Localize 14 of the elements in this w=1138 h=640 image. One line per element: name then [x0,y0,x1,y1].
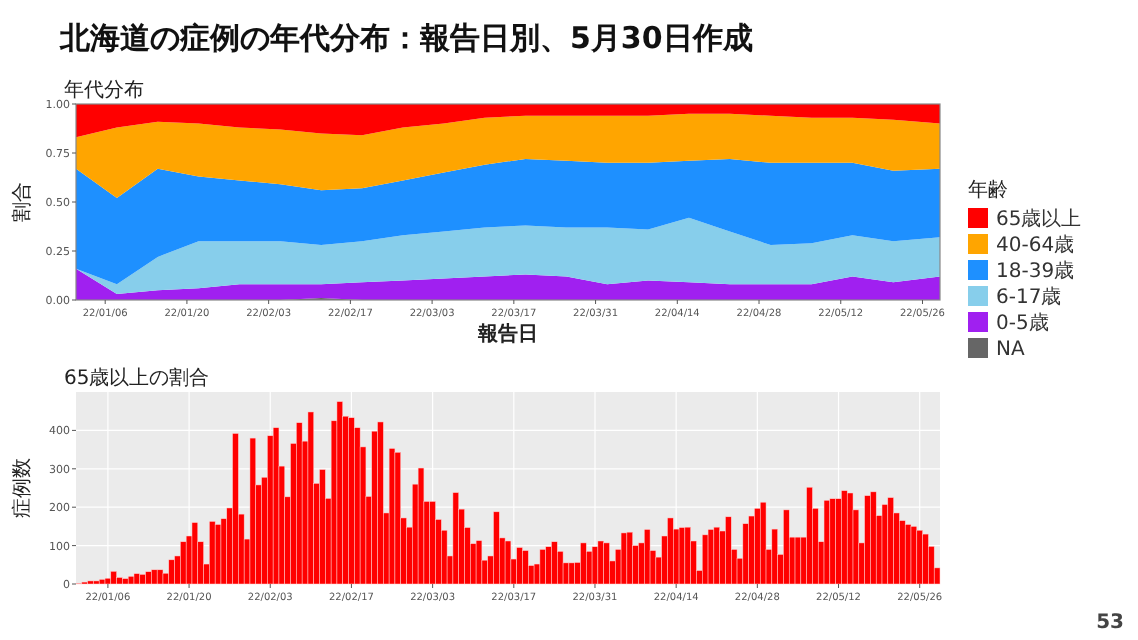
x-axis-title: 報告日 [476,322,538,346]
legend-label: 0-5歳 [996,311,1049,335]
chart-title: 65歳以上の割合 [64,366,210,390]
legend-label: 18-39歳 [996,259,1075,283]
chart-title: 北海道の症例の年代分布：報告日別、5月30日作成 [58,20,753,56]
legend-label: 65歳以上 [996,207,1082,231]
legend-label: NA [996,339,1025,361]
chart-subtitle: 年代分布 [64,78,144,102]
y-axis-title: 症例数 [10,458,34,518]
legend-label: 40-64歳 [996,233,1075,257]
text: 53 [1096,612,1125,634]
legend-title: 年齢 [968,178,1008,202]
legend-label: 6-17歳 [996,285,1062,309]
y-axis-title: 割合 [10,182,34,222]
